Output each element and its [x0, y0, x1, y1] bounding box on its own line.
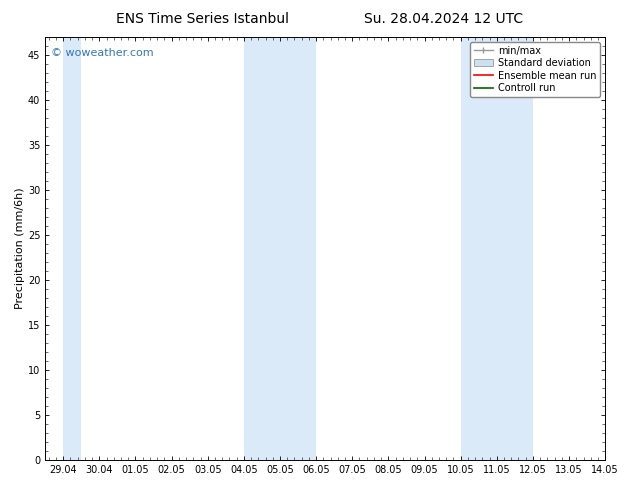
Legend: min/max, Standard deviation, Ensemble mean run, Controll run: min/max, Standard deviation, Ensemble me… — [470, 42, 600, 97]
Bar — [63, 37, 81, 460]
Text: Su. 28.04.2024 12 UTC: Su. 28.04.2024 12 UTC — [365, 12, 523, 26]
Text: ENS Time Series Istanbul: ENS Time Series Istanbul — [117, 12, 289, 26]
Bar — [461, 37, 533, 460]
Text: © woweather.com: © woweather.com — [51, 48, 153, 58]
Bar — [244, 37, 316, 460]
Y-axis label: Precipitation (mm/6h): Precipitation (mm/6h) — [15, 188, 25, 309]
